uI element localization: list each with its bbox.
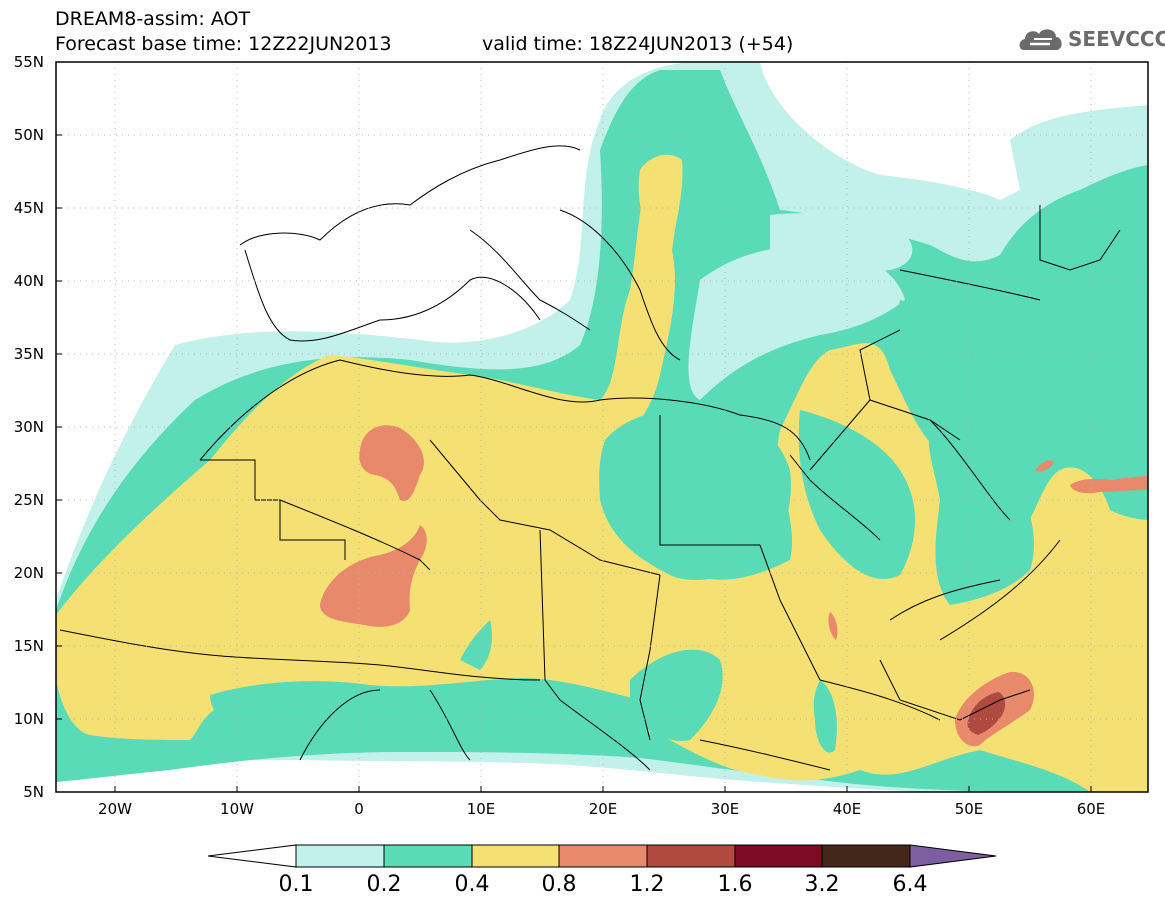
aot-band-0.2-iran <box>899 300 1148 442</box>
colorbar-label: 1.2 <box>629 872 665 897</box>
lat-label: 10N <box>13 710 44 728</box>
lat-label: 35N <box>13 345 44 363</box>
lat-label: 30N <box>13 418 44 436</box>
valid-time: valid time: 18Z24JUN2013 (+54) <box>482 33 794 55</box>
aot-band-0.8-oman <box>1070 476 1148 494</box>
lat-label: 20N <box>13 564 44 582</box>
colorbar-label: 0.4 <box>454 872 490 897</box>
lon-label: 0 <box>354 800 364 818</box>
colorbar-bin-1.6 <box>734 844 823 868</box>
colorbar-bin-3.2 <box>821 844 911 868</box>
lat-label: 50N <box>13 126 44 144</box>
colorbar-label: 6.4 <box>892 872 928 897</box>
colorbar-bin-0.8 <box>558 844 648 868</box>
aot-band-0.1-blacksea <box>770 213 913 272</box>
lat-label: 25N <box>13 491 44 509</box>
lon-label: 60E <box>1076 800 1106 818</box>
aot-band-0.8-redsea <box>828 612 838 640</box>
colorbar-bin-1.2 <box>646 844 736 868</box>
colorbar <box>207 844 997 868</box>
forecast-base-time: Forecast base time: 12Z22JUN2013 <box>55 33 392 55</box>
aot-band-0.2-sahel <box>210 678 651 751</box>
axis-ticks <box>56 61 1092 793</box>
aot-band-0.2-central <box>460 620 492 670</box>
cloud-logo-icon <box>1019 29 1062 50</box>
lon-label: 20W <box>98 800 132 818</box>
aot-band-0.2-horn <box>630 649 723 741</box>
lon-label: 10E <box>466 800 496 818</box>
aot-band-0.8-algeria <box>359 425 424 501</box>
lat-label: 40N <box>13 272 44 290</box>
lat-label: 5N <box>23 783 44 801</box>
colorbar-label: 3.2 <box>804 872 840 897</box>
colorbar-bin-0.4 <box>471 844 560 868</box>
colorbar-label: 1.6 <box>717 872 753 897</box>
aot-band-0.1-east-med <box>688 246 905 400</box>
colorbar-label: 0.8 <box>541 872 577 897</box>
lon-label: 10W <box>220 800 254 818</box>
graticule <box>56 62 1148 792</box>
lat-label: 45N <box>13 199 44 217</box>
colorbar-label: 0.2 <box>366 872 402 897</box>
colorbar-bin-0.2 <box>383 844 473 868</box>
aot-band-0.4-north <box>638 154 683 260</box>
colorbar-under-arrow <box>207 844 297 868</box>
lon-label: 30E <box>710 800 740 818</box>
aot-band-0.2-arabia <box>798 410 915 579</box>
aot-band-0.8-iran-spot <box>1035 460 1054 472</box>
lat-label: 15N <box>13 637 44 655</box>
lon-label: 20E <box>588 800 618 818</box>
aot-band-0.2-ethiopia <box>813 680 837 753</box>
map-title: DREAM8-assim: AOT <box>55 8 251 30</box>
colorbar-over-arrow <box>909 844 997 868</box>
lon-label: 50E <box>954 800 984 818</box>
lat-label: 55N <box>13 53 44 71</box>
colorbar-label: 0.1 <box>278 872 314 897</box>
aot-band-0.2-egypt <box>599 408 791 580</box>
aot-band-0.2-gulf <box>928 420 1034 605</box>
lon-label: 40E <box>832 800 862 818</box>
logo-text: SEEVCCC <box>1068 27 1165 51</box>
aot-band-1.2-somalia <box>967 692 1006 735</box>
colorbar-bin-0.1 <box>295 844 385 868</box>
